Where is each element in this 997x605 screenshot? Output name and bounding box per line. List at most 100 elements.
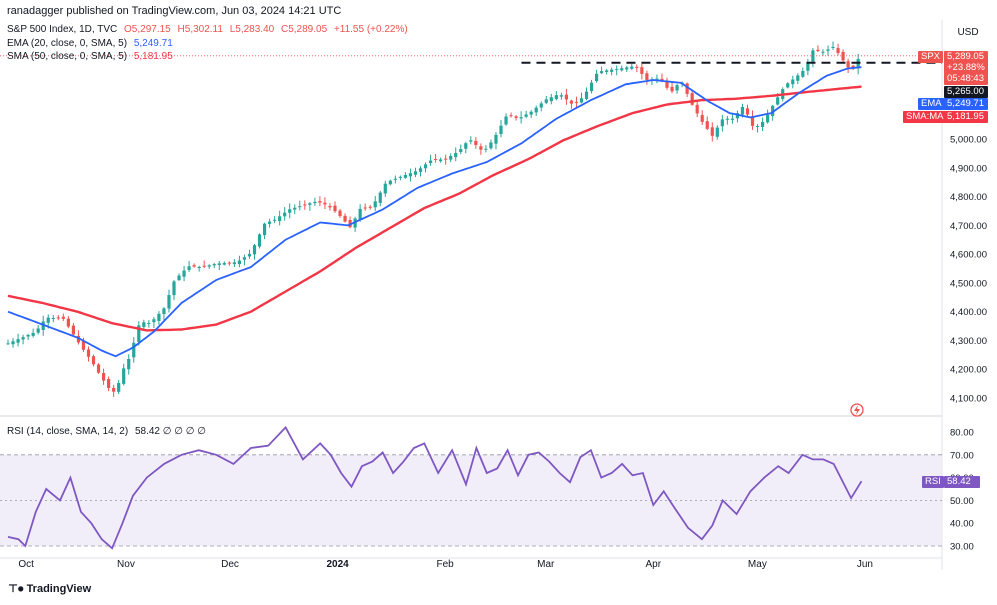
candle xyxy=(670,82,674,94)
time-tick-label: Nov xyxy=(117,559,135,570)
candle-body xyxy=(811,50,815,62)
candle-body xyxy=(257,234,262,247)
sma-label: SMA (50, close, 0, SMA, 5) xyxy=(7,51,128,62)
rsi-legend[interactable]: RSI (14, close, SMA, 14, 2) 58.42 ∅ ∅ ∅ … xyxy=(7,426,210,437)
candle-body xyxy=(262,223,267,236)
candle-body xyxy=(71,325,75,335)
candle-body xyxy=(237,260,242,265)
candle-body xyxy=(428,160,433,164)
candle xyxy=(569,99,574,109)
candle xyxy=(197,265,201,272)
candle-body xyxy=(413,171,418,175)
sma-legend[interactable]: SMA (50, close, 0, SMA, 5) 5,181.95 xyxy=(7,51,177,62)
candle xyxy=(434,153,438,163)
candle xyxy=(273,216,277,224)
candle xyxy=(66,316,70,329)
candle xyxy=(574,96,579,108)
candle xyxy=(444,154,448,165)
candle-body xyxy=(86,349,91,357)
candle-body xyxy=(187,266,191,270)
candle xyxy=(605,68,609,75)
rsi-tick-label: 80.00 xyxy=(950,428,974,439)
rsi-tick-label: 50.00 xyxy=(950,496,974,507)
candle-body xyxy=(423,164,428,169)
tradingview-mark-icon: ⊤⦁ xyxy=(8,583,24,595)
candle xyxy=(469,136,473,145)
time-tick-label: Dec xyxy=(221,559,239,570)
candle xyxy=(494,132,498,150)
candle-body xyxy=(152,319,156,323)
tradingview-logo[interactable]: ⊤⦁ TradingView xyxy=(8,582,91,596)
candle-body xyxy=(11,341,15,345)
candle xyxy=(192,263,196,268)
candle xyxy=(484,145,488,153)
candle xyxy=(403,172,408,179)
price-tick-label: 4,900.00 xyxy=(950,163,987,174)
candle xyxy=(237,255,242,268)
candle-body xyxy=(373,201,377,208)
candle xyxy=(826,45,830,56)
ema-legend[interactable]: EMA (20, close, 0, SMA, 5) 5,249.71 xyxy=(7,38,177,49)
candle xyxy=(393,175,397,184)
candle-body xyxy=(288,209,292,213)
candle xyxy=(675,83,679,94)
candle xyxy=(856,53,860,75)
candle xyxy=(262,222,267,240)
time-tick-label: Jun xyxy=(857,559,873,570)
candle-body xyxy=(645,73,649,80)
candle-body xyxy=(358,208,362,220)
candle xyxy=(323,197,327,209)
candle-body xyxy=(725,118,729,120)
candle xyxy=(620,65,624,72)
candle xyxy=(610,67,614,76)
candle xyxy=(373,195,377,212)
candle-body xyxy=(710,127,714,136)
candle xyxy=(152,317,156,328)
candle-body xyxy=(655,78,659,81)
candle-body xyxy=(142,322,146,327)
candle-body xyxy=(640,67,644,74)
candle xyxy=(836,43,840,56)
publisher-note: ranadagger published on TradingView.com,… xyxy=(7,5,342,17)
candle xyxy=(257,233,262,249)
candle xyxy=(750,110,755,130)
candle-body xyxy=(494,134,498,144)
candle xyxy=(725,115,729,125)
candle-body xyxy=(836,48,840,53)
candle-body xyxy=(31,332,35,336)
candle-body xyxy=(298,206,302,208)
ohlc-open: O5,297.15 xyxy=(124,24,171,35)
candle-body xyxy=(791,79,795,85)
symbol-label[interactable]: S&P 500 Index, 1D, TVC xyxy=(7,24,118,35)
candle xyxy=(786,82,790,89)
candle xyxy=(519,111,523,124)
candle xyxy=(227,261,231,266)
ema-axis-value: 5,249.71 xyxy=(944,98,988,110)
candle xyxy=(172,279,176,301)
rsi-tick-label: 70.00 xyxy=(950,450,974,461)
candle xyxy=(267,218,272,228)
candle xyxy=(51,314,55,323)
sma-value: 5,181.95 xyxy=(133,51,173,62)
candle xyxy=(554,91,558,101)
candle xyxy=(625,65,629,72)
candle xyxy=(766,109,770,124)
candle xyxy=(509,112,513,118)
candle-body xyxy=(539,103,543,108)
candle xyxy=(534,105,538,116)
candle-body xyxy=(393,178,397,180)
candle-body xyxy=(147,322,151,324)
candle xyxy=(96,363,101,374)
candle-body xyxy=(182,270,186,277)
candle-body xyxy=(519,117,523,119)
candle-body xyxy=(26,334,30,337)
candle xyxy=(539,101,543,112)
candle-body xyxy=(247,253,252,257)
time-tick-label: Mar xyxy=(537,559,555,570)
level-tag: 5,265.00 xyxy=(944,86,988,98)
spx-countdown-tag: 05:48:43 xyxy=(944,73,988,85)
currency-label[interactable]: USD xyxy=(957,27,979,38)
candle xyxy=(122,363,126,386)
candle-body xyxy=(826,49,830,51)
